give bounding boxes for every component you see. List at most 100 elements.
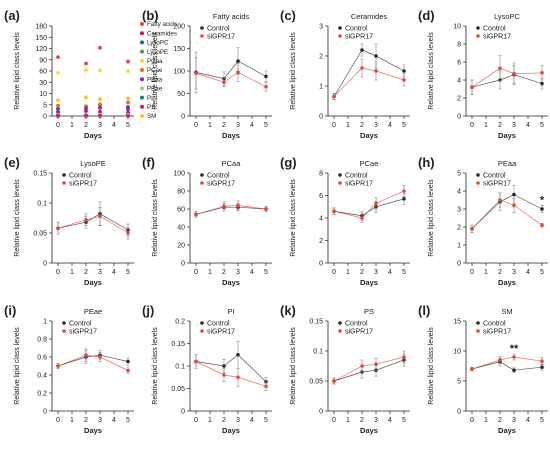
- data-point: [540, 207, 544, 211]
- data-point: [374, 69, 378, 73]
- series-line-sigpr17: [195, 205, 267, 215]
- x-tick-label: 3: [236, 417, 240, 424]
- series-line-control: [333, 49, 405, 97]
- series-line-control: [471, 74, 543, 88]
- y-axis-label: Relative lipid class levels: [152, 327, 159, 405]
- legend-label: LysoPE: [147, 49, 168, 56]
- data-point: [236, 70, 240, 75]
- x-tick-label: 0: [194, 122, 198, 129]
- legend-marker-sigpr17: [200, 181, 204, 185]
- data-point: [264, 207, 268, 211]
- x-tick-label: 4: [526, 269, 530, 276]
- data-point: [56, 70, 60, 75]
- legend-marker: [140, 49, 144, 54]
- x-tick-label: 3: [236, 269, 240, 276]
- y-tick-label: 120: [35, 46, 47, 53]
- y-tick-label: 2: [457, 225, 461, 232]
- data-point: [332, 379, 336, 383]
- data-point: [236, 352, 240, 357]
- y-tick-label: 60: [177, 207, 185, 214]
- legend-label-sigpr17: siGPR17: [345, 180, 373, 187]
- y-tick-label: 15: [453, 319, 461, 326]
- series-line-sigpr17: [195, 71, 267, 88]
- legend-marker-control: [338, 173, 342, 177]
- panel-label: (f): [142, 155, 155, 170]
- x-tick-label: 5: [126, 122, 130, 129]
- y-tick-label: 90: [39, 57, 47, 64]
- y-tick-label: 8: [457, 42, 461, 49]
- data-point: [98, 355, 102, 359]
- panel-label: (j): [142, 303, 154, 318]
- y-tick-label: 5: [457, 379, 461, 386]
- panel-label: (i): [4, 303, 16, 318]
- panel-label: (l): [418, 303, 430, 318]
- x-tick-label: 5: [540, 122, 544, 129]
- legend-label-control: Control: [345, 25, 368, 32]
- data-point: [498, 198, 502, 202]
- y-tick-label: 0: [319, 409, 323, 416]
- y-tick-label: 1: [457, 243, 461, 250]
- x-tick-label: 1: [70, 122, 74, 129]
- legend-marker-sigpr17: [476, 329, 480, 333]
- x-tick-label: 1: [70, 417, 74, 424]
- data-point: [56, 226, 60, 230]
- data-point: [98, 109, 102, 114]
- data-point: [402, 78, 406, 82]
- legend-label: PI: [147, 95, 153, 102]
- x-tick-label: 4: [388, 122, 392, 129]
- data-point: [470, 367, 474, 371]
- x-tick-label: 3: [98, 417, 102, 424]
- data-point: [402, 69, 406, 73]
- data-point: [98, 68, 102, 73]
- data-point: [236, 203, 240, 208]
- y-tick-label: 40: [177, 225, 185, 232]
- y-tick-label: 0: [43, 409, 47, 416]
- data-point: [126, 231, 130, 235]
- series-line-control: [471, 361, 543, 371]
- x-axis-label: Days: [360, 131, 378, 140]
- legend-label-control: Control: [483, 320, 506, 327]
- legend-marker: [140, 104, 144, 109]
- series-line-sigpr17: [333, 356, 405, 382]
- panel-k: (k) Relative lipid class levels PS 0 0.05 0.1…: [280, 303, 410, 435]
- legend-marker-sigpr17: [62, 329, 66, 333]
- data-point: [332, 94, 336, 99]
- data-point: [264, 74, 268, 79]
- legend-label: Fatty acids: [147, 21, 177, 28]
- y-axis-label: Relative lipid class levels: [14, 179, 21, 257]
- panel-a: (a)Relative lipid class levels0510306090…: [4, 8, 177, 140]
- data-point: [126, 359, 130, 364]
- legend-label-sigpr17: siGPR17: [207, 33, 235, 40]
- data-point: [98, 45, 102, 50]
- x-axis-label: Days: [84, 131, 102, 140]
- significance-marker: *: [540, 194, 545, 206]
- legend-label-sigpr17: siGPR17: [483, 33, 511, 40]
- data-point: [126, 100, 130, 105]
- legend-marker-sigpr17: [200, 329, 204, 333]
- data-point: [56, 103, 60, 108]
- data-point: [222, 364, 226, 368]
- y-tick-label: 2: [319, 54, 323, 61]
- series-line-control: [195, 206, 267, 215]
- data-point: [126, 69, 130, 73]
- y-tick-label: 0.05: [33, 231, 47, 238]
- data-point: [264, 84, 268, 89]
- x-tick-label: 2: [222, 269, 226, 276]
- panel-label: (b): [142, 8, 159, 23]
- legend-label-control: Control: [69, 320, 92, 327]
- x-tick-label: 2: [360, 417, 364, 424]
- legend-marker-control: [338, 26, 342, 30]
- panel-title: PCae: [360, 159, 379, 168]
- x-tick-label: 0: [194, 269, 198, 276]
- panel-c: (c) Relative lipid class levels Ceramides 0…: [280, 8, 410, 140]
- panel-i: (i) Relative lipid class levels PEae 0 0.2 0.…: [4, 303, 134, 435]
- y-tick-label: 50: [177, 91, 185, 98]
- x-tick-label: 1: [208, 122, 212, 129]
- x-tick-label: 1: [484, 269, 488, 276]
- x-tick-label: 4: [112, 122, 116, 129]
- data-point: [332, 209, 336, 214]
- legend-label-sigpr17: siGPR17: [483, 180, 511, 187]
- x-tick-label: 5: [264, 417, 268, 424]
- data-point: [56, 364, 60, 368]
- x-tick-label: 1: [346, 122, 350, 129]
